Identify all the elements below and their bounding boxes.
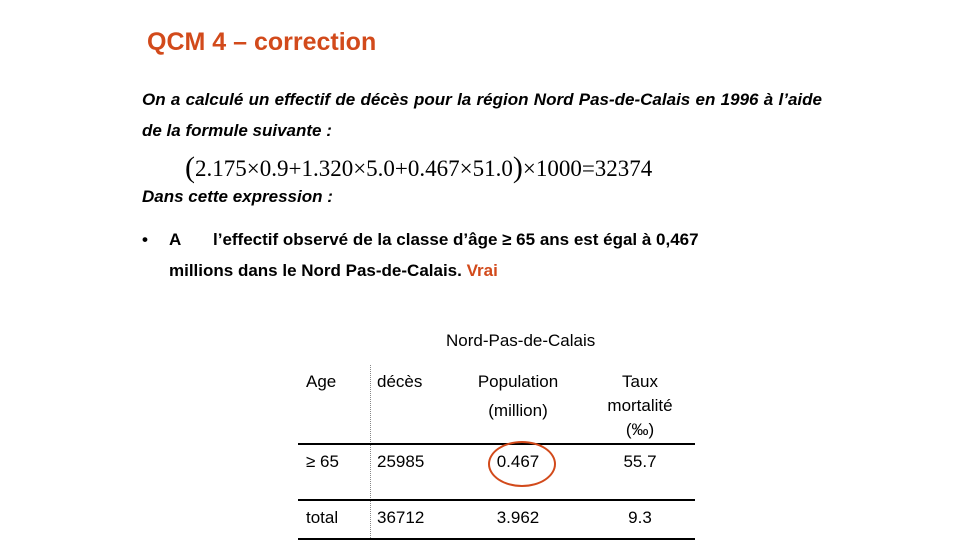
table-caption: Nord-Pas-de-Calais: [446, 331, 596, 350]
table-row-rule: [298, 499, 695, 501]
slide-title: QCM 4 – correction: [147, 28, 377, 56]
row-1-taux: 55.7: [623, 452, 657, 471]
row-2-age: total: [306, 508, 339, 527]
answer-verdict: Vrai: [466, 261, 498, 280]
table-header-rule: [298, 443, 695, 445]
row-2-population: 3.962: [496, 508, 540, 527]
highlight-circle: [488, 441, 556, 487]
row-2-taux: 9.3: [628, 508, 652, 527]
answer-line-1: l’effectif observé de la classe d’âge ≥ …: [213, 230, 699, 249]
header-population-2: (million): [488, 401, 548, 420]
table-bottom-rule: [298, 538, 695, 540]
row-1-deces: 25985: [377, 452, 425, 471]
answer-line-2: millions dans le Nord Pas-de-Calais. Vra…: [169, 255, 498, 286]
row-1-age: ≥ 65: [306, 452, 339, 471]
header-age: Age: [306, 372, 337, 391]
formula: (2.175×0.9+1.320×5.0+0.467×51.0)×1000=32…: [185, 150, 652, 184]
intro-text: On a calculé un effectif de décès pour l…: [142, 90, 822, 140]
bullet-icon: •: [142, 230, 148, 249]
formula-open-paren: (: [185, 151, 195, 184]
header-taux-1: Taux: [622, 372, 658, 391]
table-column-divider: [370, 365, 371, 540]
formula-close-paren: ): [512, 151, 523, 184]
formula-body: 2.175×0.9+1.320×5.0+0.467×51.0: [195, 156, 513, 181]
row-2-deces: 36712: [377, 508, 425, 527]
expression-label: Dans cette expression :: [142, 187, 333, 206]
header-population-1: Population: [477, 372, 559, 391]
header-taux-2: mortalité: [607, 396, 673, 415]
answer-line-2-text: millions dans le Nord Pas-de-Calais.: [169, 261, 462, 280]
formula-tail: ×1000=32374: [522, 156, 653, 181]
answer-letter: A: [169, 230, 182, 249]
header-deces: décès: [377, 372, 423, 391]
header-taux-3: (‰): [625, 420, 655, 439]
